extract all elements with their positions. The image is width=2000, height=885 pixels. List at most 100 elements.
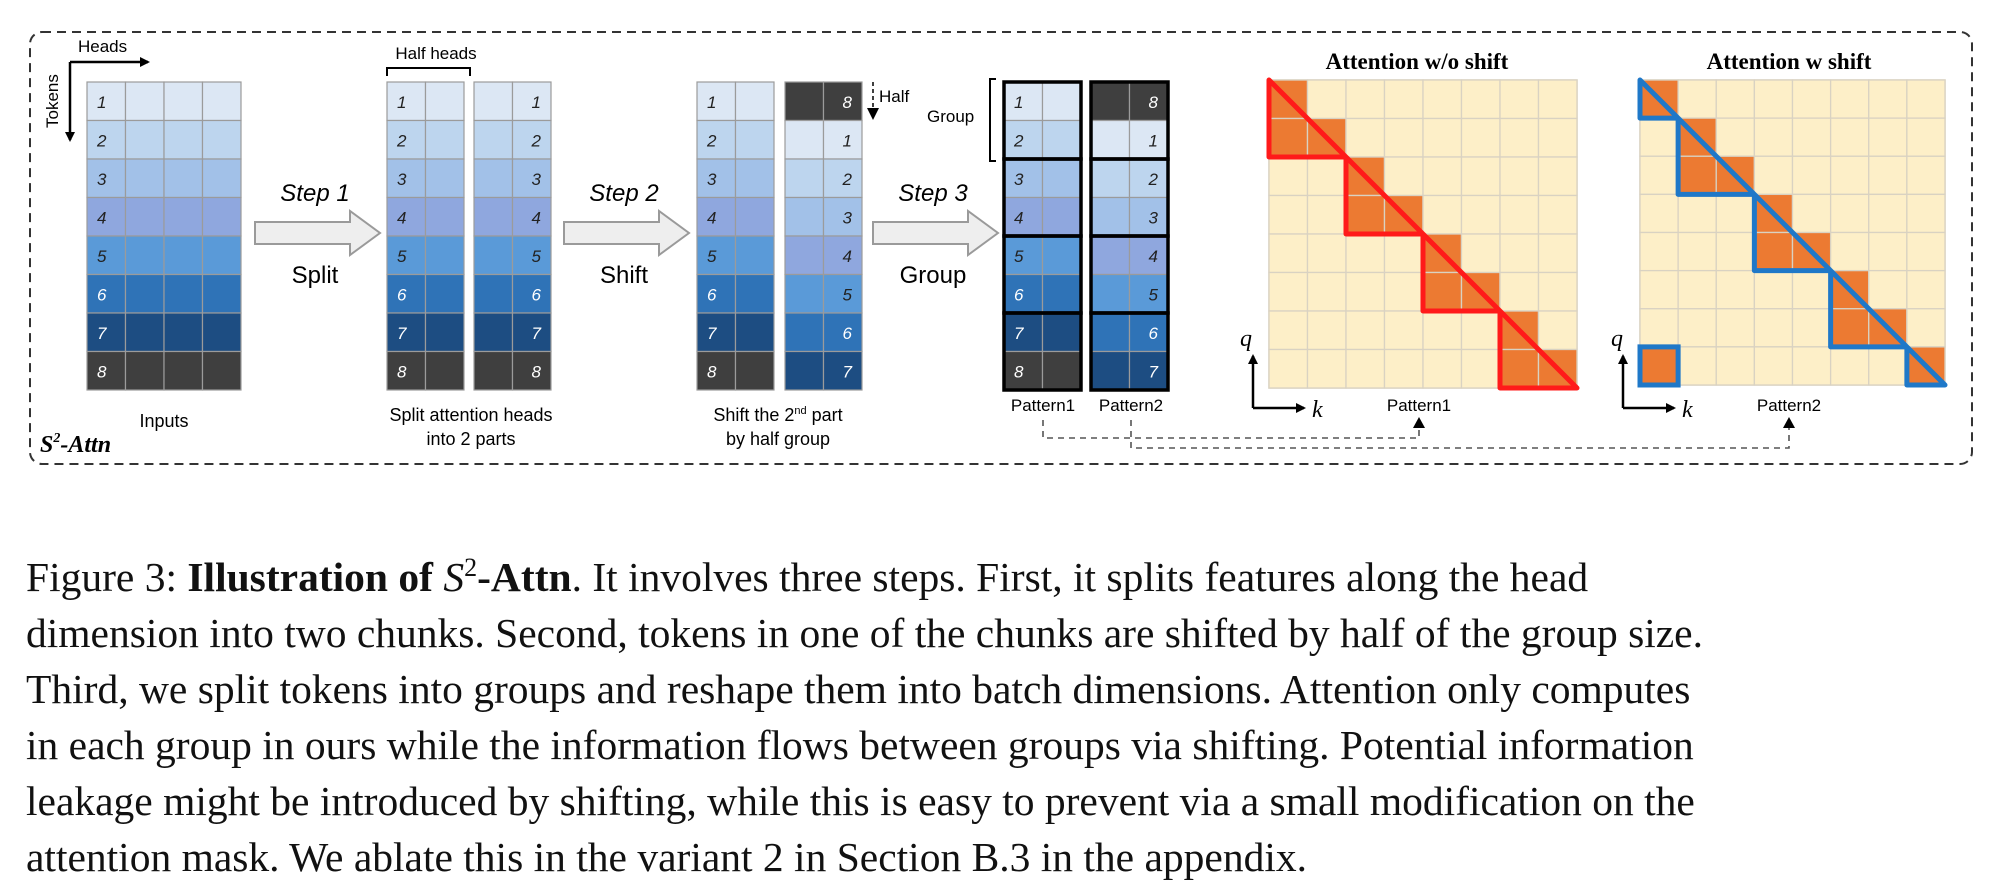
shift-left-token-label: 2 (706, 132, 717, 151)
input-cell (163, 350, 204, 391)
attention-cell (1677, 346, 1717, 386)
attention-cell (1868, 269, 1908, 310)
input-cell (201, 350, 242, 391)
attention-cell (1345, 117, 1386, 158)
split-block: 1 2 3 4 5 6 7 8 1 2 3 4 5 6 7 8 (386, 81, 552, 391)
attention-cell (1383, 233, 1424, 274)
attention-cell (1639, 155, 1679, 196)
input-cell (124, 350, 165, 391)
attention-cell (1829, 231, 1870, 272)
attention-cell (1715, 308, 1756, 348)
input-cell (124, 235, 165, 276)
attention-cell (1499, 194, 1540, 235)
input-cell (163, 273, 204, 314)
input-cell (86, 158, 127, 199)
attention-cell (1268, 271, 1309, 312)
input-cell (163, 196, 204, 237)
shift-right-cell (822, 350, 863, 391)
shift-left-token-label: 6 (707, 286, 717, 305)
shift-left-token-label: 1 (707, 93, 716, 112)
shift-right-token-label: 7 (843, 363, 853, 382)
attention-cell (1537, 117, 1578, 158)
group-right-cell (1090, 350, 1131, 391)
attention-cell (1868, 346, 1908, 386)
group-right-outline (1089, 311, 1170, 392)
attention-cell (1306, 156, 1347, 197)
shift-right-token-label: 3 (843, 209, 853, 228)
shift-left-token-label: 8 (707, 363, 717, 382)
split-left-cell (424, 273, 465, 314)
split-right-cell (511, 119, 552, 160)
step-action: Shift (600, 262, 648, 289)
attention-cell (1460, 156, 1501, 197)
right-pattern-label: Pattern2 (1757, 396, 1821, 415)
attention-cell (1268, 310, 1309, 351)
attention-cell (1906, 117, 1946, 157)
split-right-cell (473, 81, 514, 122)
shift-left-cell (734, 235, 775, 276)
attention-cell (1422, 79, 1463, 120)
attention-cell (1791, 155, 1832, 196)
split-left-cell (424, 235, 465, 276)
attention-cell (1753, 346, 1794, 386)
group-left-cell (1041, 235, 1082, 276)
shift-right-cell (784, 235, 825, 276)
input-cell (201, 196, 242, 237)
split-right-token-label: 1 (532, 93, 541, 112)
group-left-token-label: 1 (1014, 93, 1023, 112)
split-right-token-label: 3 (532, 170, 542, 189)
input-cell (86, 273, 127, 314)
shift-right-token-label: 1 (843, 132, 852, 151)
attention-cell-active (1829, 308, 1870, 348)
attention-cell (1345, 233, 1386, 274)
group-right-cell (1090, 81, 1131, 122)
attention-cell (1460, 194, 1501, 235)
attention-cell (1345, 271, 1386, 312)
split-right-cell (473, 350, 514, 391)
caption-line-3: Third, we split tokens into groups and r… (26, 665, 1691, 712)
input-cell (124, 81, 165, 122)
split-right-cell (473, 196, 514, 237)
attention-cell (1383, 79, 1424, 120)
attention-cell (1537, 194, 1578, 235)
inputs-label: Inputs (139, 411, 188, 431)
attention-cell (1906, 193, 1946, 234)
shift-right-token-label: 2 (842, 170, 853, 189)
split-right-cell (473, 235, 514, 276)
group-right-token-label: 3 (1149, 209, 1159, 228)
group-right-cell (1128, 235, 1169, 276)
step-title: Step 2 (589, 180, 658, 207)
caption-line-4: in each group in ours while the informat… (26, 721, 1694, 768)
shift-right-cell (822, 81, 863, 122)
split-left-cell (386, 196, 427, 237)
shift-right-cell (784, 119, 825, 160)
shift-right-cell (822, 312, 863, 353)
caption-line-5: leakage might be introduced by shifting,… (26, 777, 1695, 824)
group-left-token-label: 2 (1013, 132, 1024, 151)
caption-math-sup: 2 (464, 553, 478, 582)
step-arrow (254, 209, 382, 257)
attention-cell-active (1345, 194, 1386, 235)
step-title: Step 1 (280, 180, 349, 207)
attention-cell (1383, 271, 1424, 312)
brand-sup: 2 (52, 431, 60, 446)
attention-group-outline (1637, 77, 1948, 388)
group-left-cell (1003, 196, 1044, 237)
shift-left-token-label: 4 (707, 209, 716, 228)
attention-cell (1422, 194, 1463, 235)
attention-matrix-with-shift (1637, 77, 1948, 388)
attention-cell (1460, 348, 1501, 389)
attention-cell (1383, 117, 1424, 158)
attention-cell (1537, 233, 1578, 274)
group-left-token-label: 6 (1014, 286, 1024, 305)
split-right-token-label: 8 (532, 363, 542, 382)
attention-cell (1791, 308, 1832, 348)
pattern1-label: Pattern1 (1011, 396, 1075, 415)
attention-cell (1715, 79, 1756, 119)
inputs-block: 1 2 3 4 5 6 7 8 (86, 81, 242, 391)
caption-bold-tail: -Attn (477, 553, 572, 600)
attention-cell (1537, 156, 1578, 197)
split-left-cell (424, 312, 465, 353)
group-bracket (989, 78, 996, 162)
attention-cell (1306, 271, 1347, 312)
